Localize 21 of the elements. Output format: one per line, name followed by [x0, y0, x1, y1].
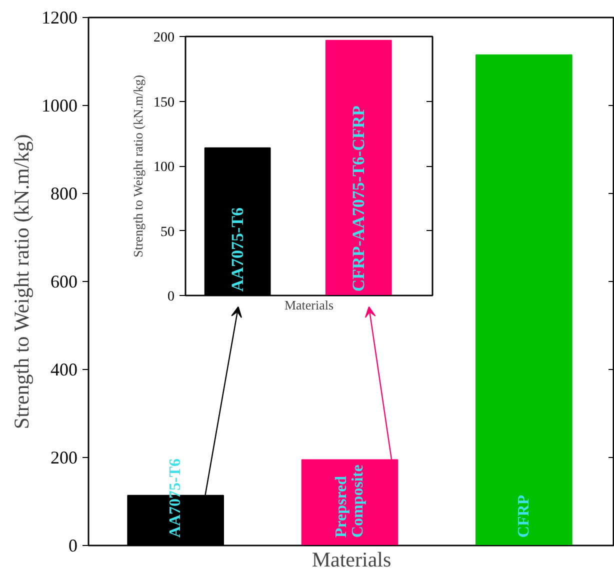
y-tick-label: 600 [50, 272, 78, 292]
category-label: Prepsred Composite [333, 464, 366, 538]
y-axis-title: Strength to Weight ratio (kN.m/kg) [130, 74, 146, 258]
x-tick-label: CFRP-AA7075-T6-CFRP [349, 106, 368, 292]
y-tick-label: 100 [154, 160, 174, 175]
category-label: CFRP [515, 494, 532, 538]
y-tick-label: 1000 [42, 96, 78, 116]
y-tick-label: 1200 [42, 8, 78, 28]
bar [476, 54, 572, 546]
y-tick-label: 150 [154, 95, 174, 110]
x-axis-title: Materials [284, 298, 334, 312]
category-label: AA7075-T6 [167, 458, 184, 538]
y-tick-label: 200 [50, 448, 78, 468]
y-tick-label: 800 [50, 184, 78, 204]
y-tick-label: 0 [168, 290, 174, 304]
y-axis-title: Strength to Weight ratio (kN.m/kg) [10, 134, 34, 430]
y-tick-label: 0 [68, 536, 78, 556]
y-tick-label: 50 [160, 224, 174, 240]
y-tick-label: 200 [154, 30, 174, 46]
y-tick-label: 400 [50, 360, 78, 380]
x-axis-title: Materials [312, 548, 392, 572]
